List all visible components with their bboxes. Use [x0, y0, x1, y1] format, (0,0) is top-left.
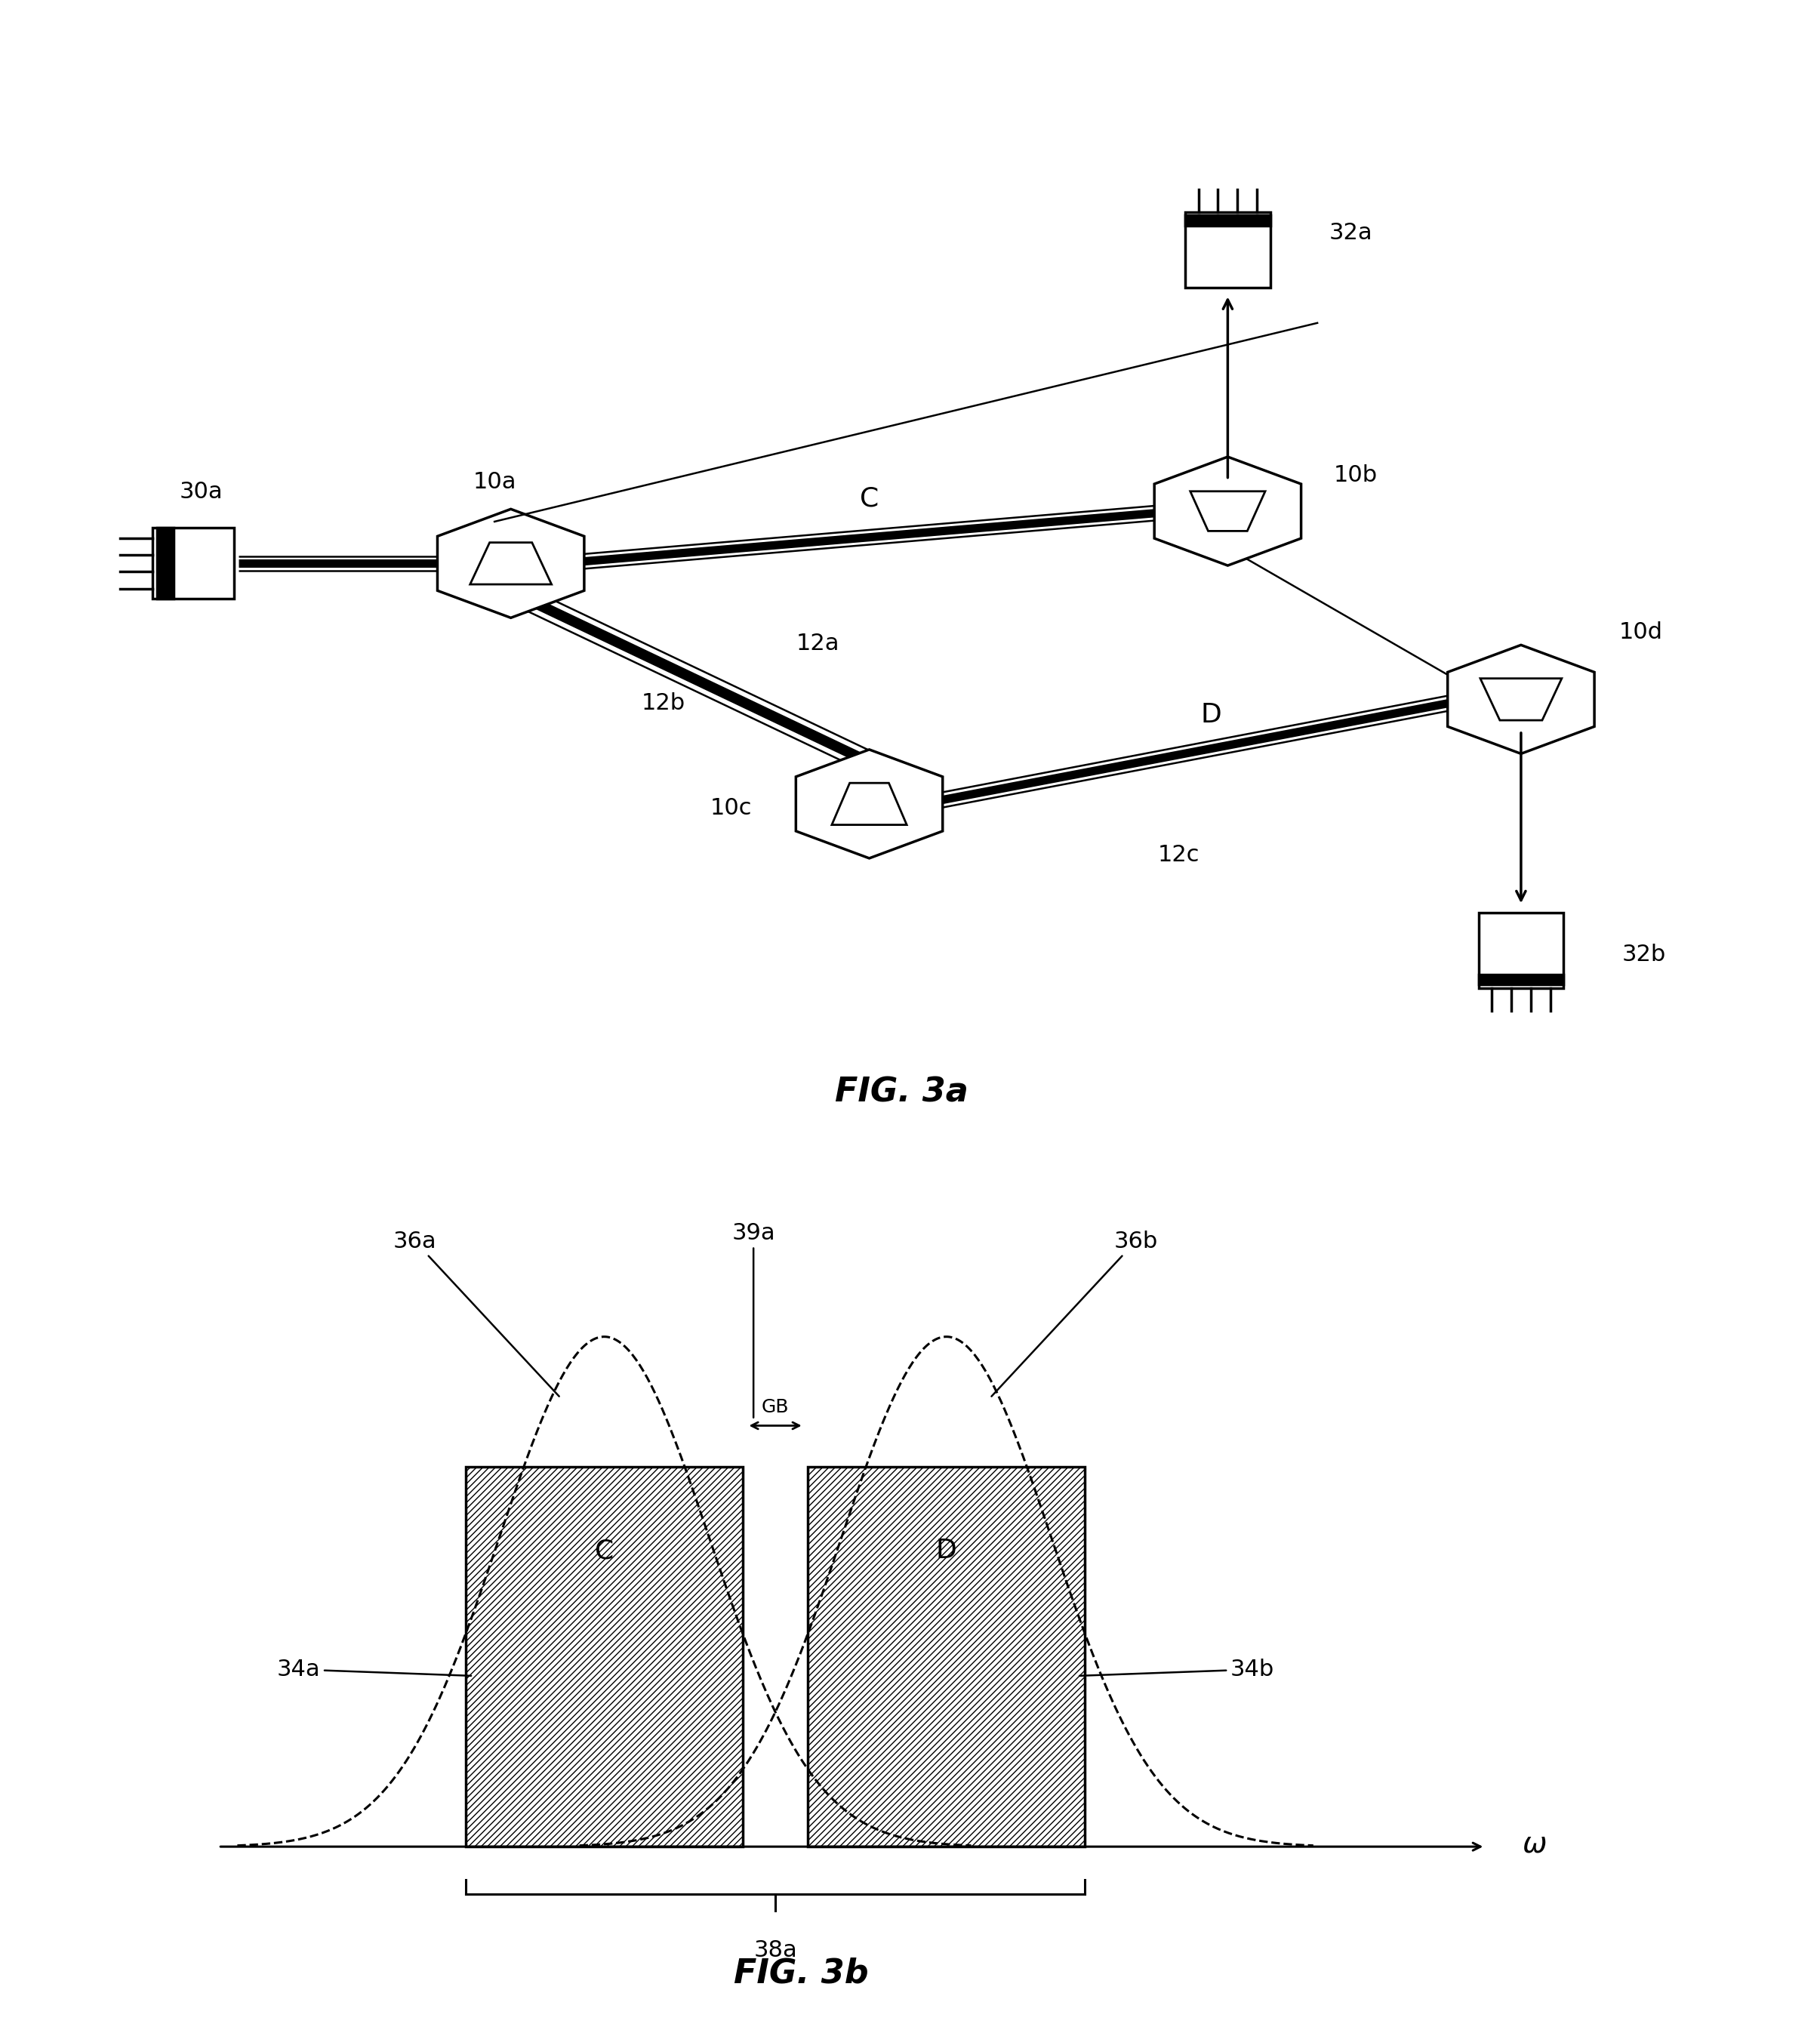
Text: FIG. 3a: FIG. 3a — [835, 1075, 968, 1108]
Text: 34b: 34b — [1079, 1659, 1274, 1681]
Bar — [1185, 215, 1270, 226]
Bar — [1478, 913, 1563, 988]
Text: 38a: 38a — [753, 1939, 797, 1962]
Bar — [808, 1468, 1085, 1846]
Bar — [1478, 974, 1563, 984]
Text: FIG. 3b: FIG. 3b — [733, 1958, 868, 1990]
Text: C: C — [595, 1537, 613, 1563]
Polygon shape — [832, 783, 906, 825]
Text: 10d: 10d — [1618, 622, 1662, 642]
Polygon shape — [1480, 679, 1562, 720]
Polygon shape — [795, 750, 943, 858]
Bar — [157, 529, 173, 600]
Text: 10a: 10a — [473, 472, 517, 492]
Text: C: C — [859, 486, 879, 510]
Text: 10c: 10c — [710, 797, 752, 819]
Bar — [1185, 211, 1270, 287]
Text: 12a: 12a — [795, 632, 839, 655]
Text: 36b: 36b — [992, 1230, 1158, 1397]
Bar — [466, 1468, 743, 1846]
Text: D: D — [1201, 701, 1221, 728]
Text: 32a: 32a — [1329, 222, 1372, 244]
Polygon shape — [470, 543, 551, 583]
Text: 30a: 30a — [180, 482, 224, 502]
Polygon shape — [1190, 492, 1265, 531]
Text: 34a: 34a — [277, 1659, 471, 1681]
Text: GB: GB — [761, 1399, 790, 1417]
Polygon shape — [437, 508, 584, 618]
Text: 36a: 36a — [393, 1230, 559, 1397]
Text: 32b: 32b — [1622, 943, 1665, 966]
Bar — [153, 529, 233, 600]
Polygon shape — [1154, 457, 1301, 565]
Text: 10b: 10b — [1334, 464, 1378, 486]
Text: 12c: 12c — [1158, 844, 1199, 866]
Text: $\omega$: $\omega$ — [1522, 1830, 1547, 1858]
Polygon shape — [1447, 644, 1594, 754]
Text: 39a: 39a — [732, 1222, 775, 1417]
Text: D: D — [935, 1537, 957, 1563]
Text: 12b: 12b — [641, 693, 684, 714]
